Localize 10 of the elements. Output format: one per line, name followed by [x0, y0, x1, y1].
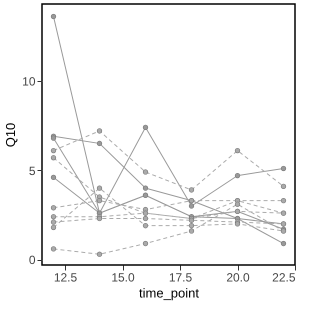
y-tick-label: 5 [28, 164, 36, 178]
y-tick-label: 10 [22, 74, 36, 88]
y-axis-title: Q10 [3, 122, 18, 148]
x-tick-label: 22.5 [272, 270, 296, 284]
x-tick-label: 15.0 [111, 270, 135, 284]
x-tick-label: 20.0 [226, 270, 250, 284]
x-axis-title: time_point [139, 286, 200, 300]
y-tick-label: 0 [28, 253, 36, 268]
x-tick-label: 12.5 [54, 270, 78, 284]
x-tick-label: 17.5 [168, 270, 192, 284]
